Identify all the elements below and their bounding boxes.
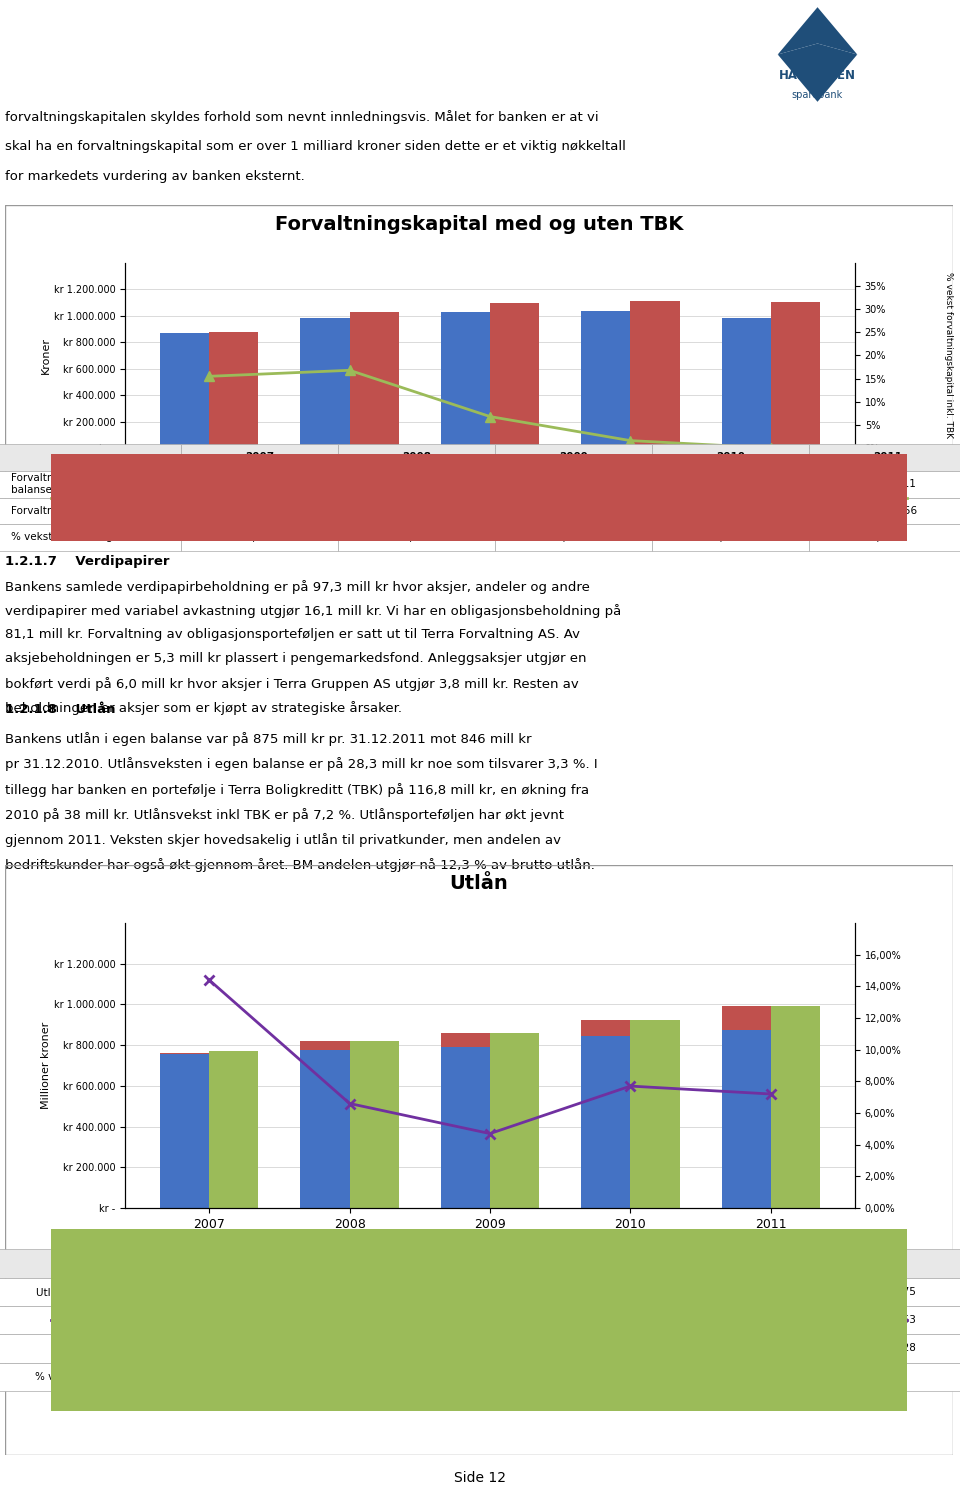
Bar	[581, 311, 631, 448]
Text: gjennom 2011. Veksten skjer hovedsakelig i utlån til privatkunder, men andelen a: gjennom 2011. Veksten skjer hovedsakelig…	[5, 832, 561, 847]
Bar	[349, 313, 398, 448]
Text: 1.2.1.8    Utlån: 1.2.1.8 Utlån	[5, 704, 115, 716]
Bar	[300, 1049, 349, 1208]
Y-axis label: % vekst forvaltningskapital inkl. TBK: % vekst forvaltningskapital inkl. TBK	[944, 272, 953, 439]
Text: aksjebeholdningen er 5,3 mill kr plassert i pengemarkedsfond. Anleggsaksjer utgj: aksjebeholdningen er 5,3 mill kr plasser…	[5, 653, 587, 665]
Bar	[160, 1052, 209, 1054]
Y-axis label: Millioner kroner: Millioner kroner	[40, 1022, 51, 1109]
Bar	[490, 304, 540, 448]
Text: 81,1 mill kr. Forvaltning av obligasjonsporteføljen er satt ut til Terra Forvalt: 81,1 mill kr. Forvaltning av obligasjons…	[5, 629, 580, 641]
Text: pr 31.12.2010. Utlånsveksten i egen balanse er på 28,3 mill kr noe som tilsvarer: pr 31.12.2010. Utlånsveksten i egen bala…	[5, 757, 598, 771]
Bar	[349, 1040, 398, 1208]
Bar	[722, 1030, 771, 1208]
Bar	[160, 332, 209, 448]
Bar	[441, 313, 490, 448]
Text: bokført verdi på 6,0 mill kr hvor aksjer i Terra Gruppen AS utgjør 3,8 mill kr. : bokført verdi på 6,0 mill kr hvor aksjer…	[5, 677, 579, 690]
Bar	[771, 1006, 820, 1208]
Bar	[441, 1048, 490, 1208]
Text: sparebank: sparebank	[792, 90, 843, 100]
Bar	[771, 302, 820, 448]
Bar	[722, 317, 771, 448]
Text: beholdningen er aksjer som er kjøpt av strategiske årsaker.: beholdningen er aksjer som er kjøpt av s…	[5, 701, 402, 714]
Bar	[631, 1019, 680, 1208]
Text: Bankens samlede verdipapirbeholdning er på 97,3 mill kr hvor aksjer, andeler og : Bankens samlede verdipapirbeholdning er …	[5, 579, 589, 594]
Bar	[441, 1033, 490, 1048]
Bar	[209, 332, 258, 448]
Polygon shape	[778, 43, 857, 102]
Text: forvaltningskapitalen skyldes forhold som nevnt innledningsvis. Målet for banken: forvaltningskapitalen skyldes forhold so…	[5, 109, 599, 124]
Bar	[300, 1040, 349, 1049]
Bar	[300, 317, 349, 448]
Text: for markedets vurdering av banken eksternt.: for markedets vurdering av banken ekster…	[5, 171, 304, 183]
Bar	[581, 1036, 631, 1208]
Text: bedriftskunder har også økt gjennom året. BM andelen utgjør nå 12,3 % av brutto : bedriftskunder har også økt gjennom året…	[5, 858, 595, 871]
Text: tillegg har banken en portefølje i Terra Boligkreditt (TBK) på 116,8 mill kr, en: tillegg har banken en portefølje i Terra…	[5, 783, 589, 796]
Text: skal ha en forvaltningskapital som er over 1 milliard kroner siden dette er et v: skal ha en forvaltningskapital som er ov…	[5, 141, 626, 153]
Bar	[581, 1019, 631, 1036]
Text: Bankens utlån i egen balanse var på 875 mill kr pr. 31.12.2011 mot 846 mill kr: Bankens utlån i egen balanse var på 875 …	[5, 732, 532, 747]
Polygon shape	[778, 7, 857, 54]
Text: Utlån: Utlån	[449, 874, 509, 892]
Text: Side 12: Side 12	[454, 1472, 506, 1485]
Bar	[490, 1033, 540, 1208]
Text: 1.2.1.7    Verdipapirer: 1.2.1.7 Verdipapirer	[5, 555, 170, 567]
Text: verdipapirer med variabel avkastning utgjør 16,1 mill kr. Vi har en obligasjonsb: verdipapirer med variabel avkastning utg…	[5, 603, 621, 618]
Text: 2010 på 38 mill kr. Utlånsvekst inkl TBK er på 7,2 %. Utlånsporteføljen har økt : 2010 på 38 mill kr. Utlånsvekst inkl TBK…	[5, 808, 564, 822]
Bar	[722, 1006, 771, 1030]
Y-axis label: Kroner: Kroner	[40, 337, 51, 374]
Bar	[209, 1051, 258, 1208]
Bar	[631, 301, 680, 448]
Text: HALTDALEN: HALTDALEN	[779, 69, 856, 82]
Bar	[160, 1054, 209, 1208]
Text: Forvaltningskapital med og uten TBK: Forvaltningskapital med og uten TBK	[275, 216, 684, 235]
